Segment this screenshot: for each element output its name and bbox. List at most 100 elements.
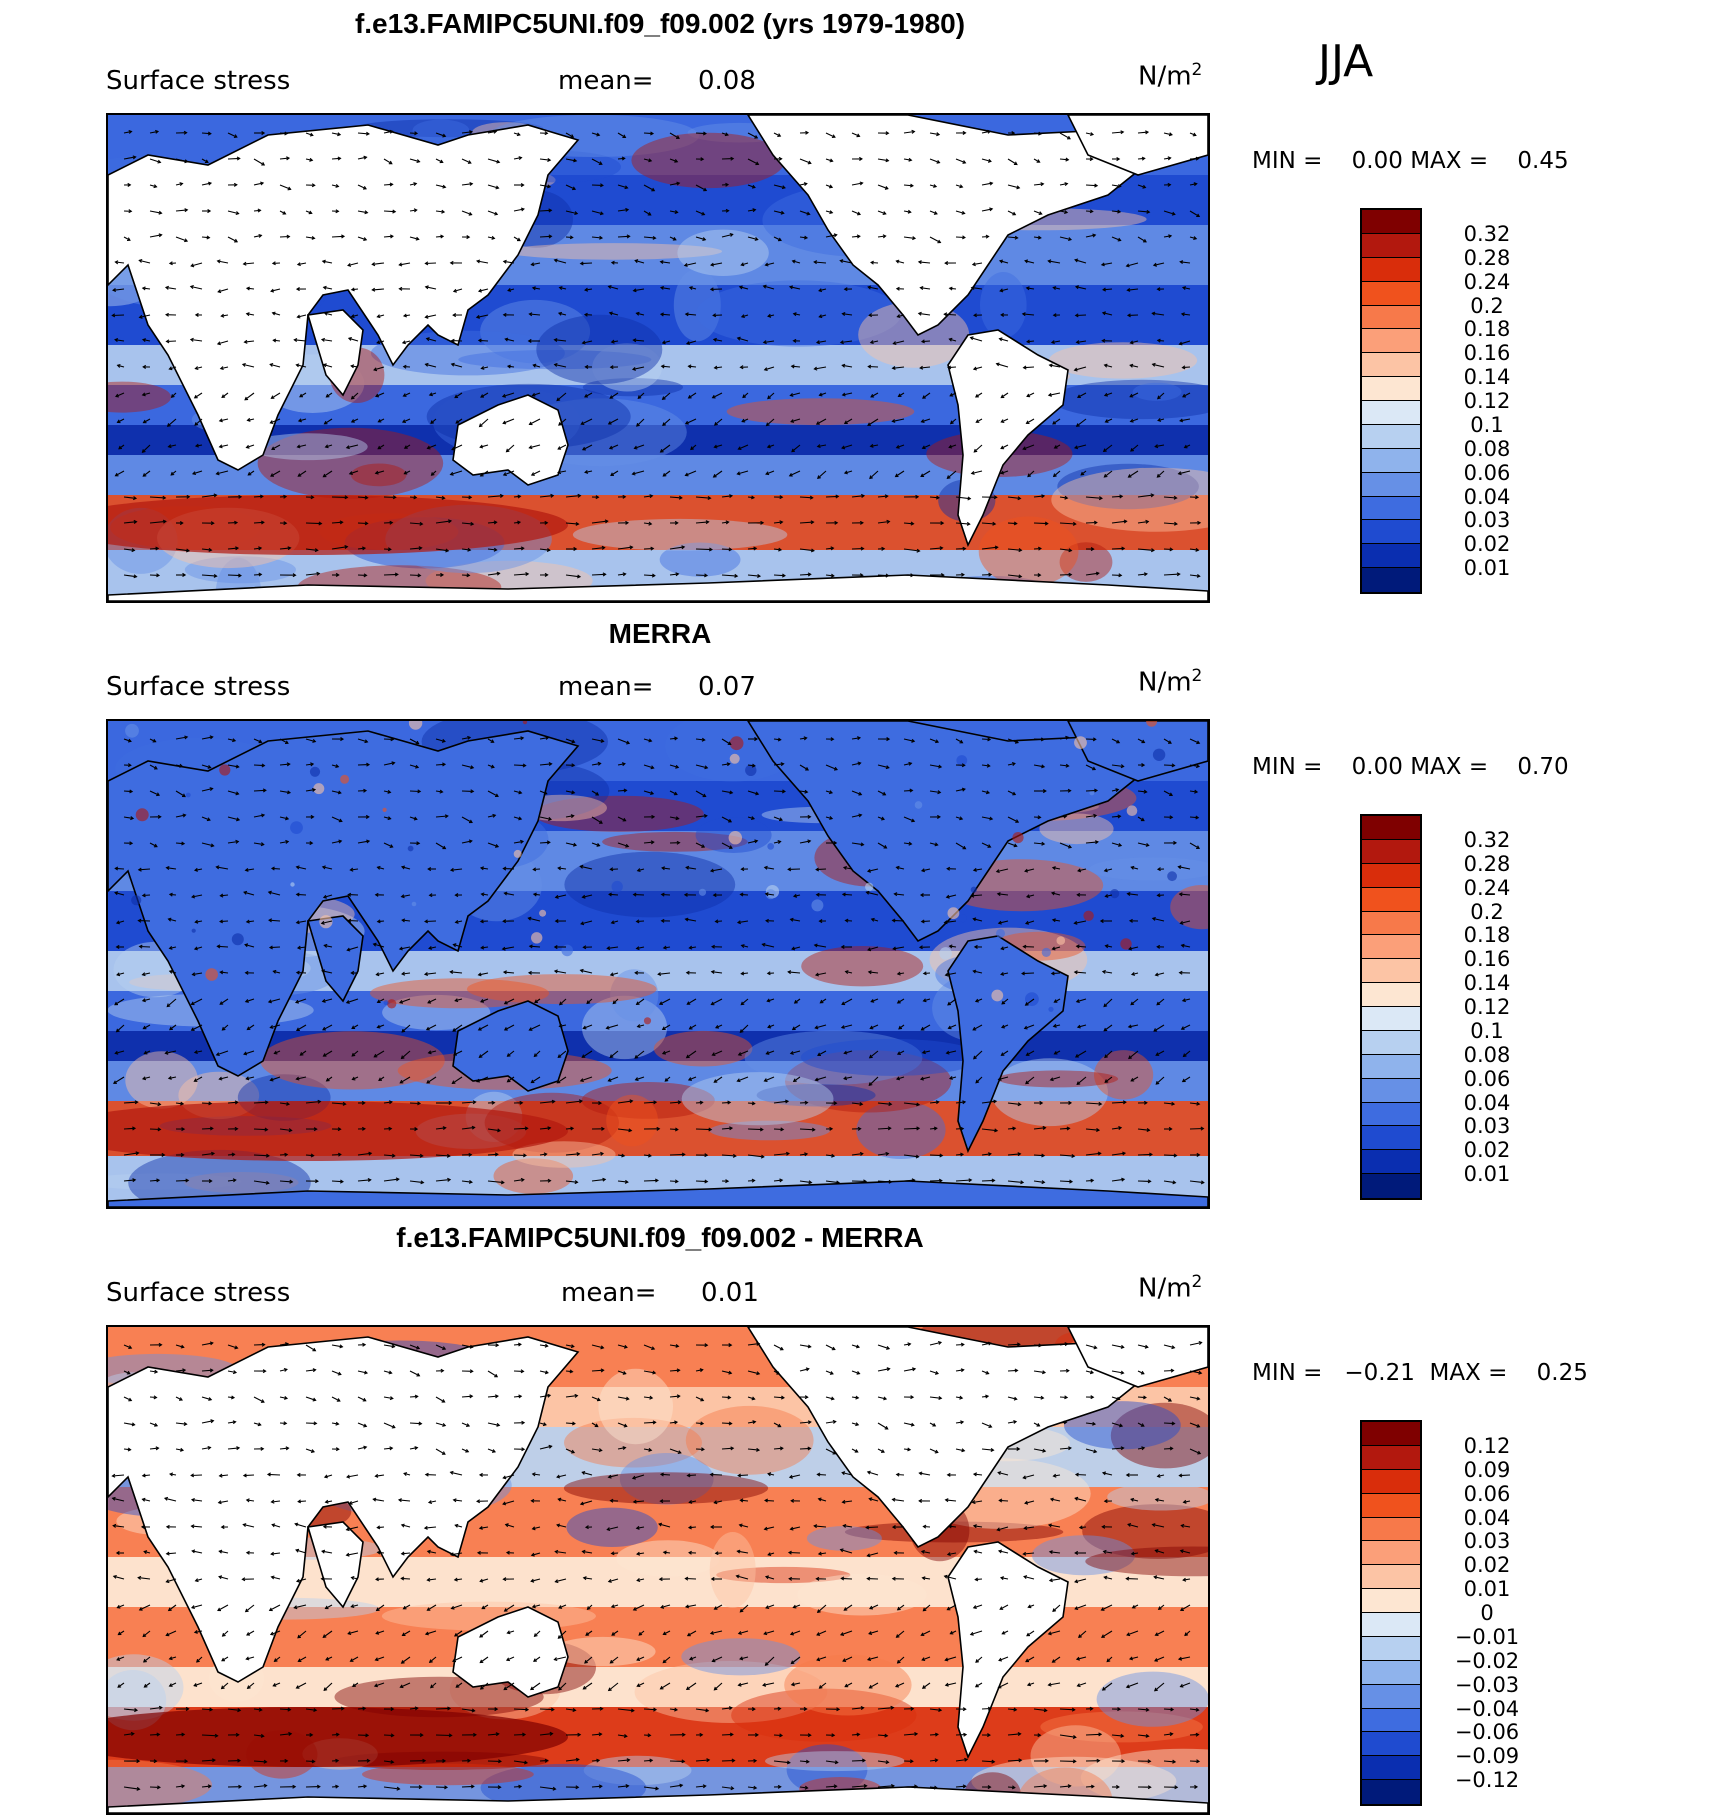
colorbar-swatch <box>1362 1126 1420 1151</box>
min-max-readout: MIN = 0.00 MAX = 0.45 <box>1252 148 1569 174</box>
colorbar-tick-label: −0.02 <box>1454 1648 1520 1673</box>
colorbar-tick-label: 0.28 <box>1463 245 1511 270</box>
colorbar-tick-label: 0.16 <box>1463 341 1511 366</box>
variable-label: Surface stress <box>106 66 291 96</box>
colorbar-tick-label: 0.12 <box>1463 995 1511 1019</box>
colorbar-swatch <box>1362 1030 1420 1055</box>
colorbar-swatch <box>1362 1469 1420 1494</box>
units-label: N/m2 <box>1138 60 1203 92</box>
colorbar-tick-label: 0.32 <box>1463 221 1511 246</box>
colorbar-swatch <box>1362 1541 1420 1566</box>
colorbar-tick-label: 0.03 <box>1463 508 1511 533</box>
mean-label: mean= <box>558 66 654 96</box>
mean-label: mean= <box>558 672 654 702</box>
panel-title: f.e13.FAMIPC5UNI.f09_f09.002 (yrs 1979-1… <box>354 8 966 39</box>
colorbar-tick-label: 0.14 <box>1463 971 1511 996</box>
colorbar-swatch <box>1362 1078 1420 1103</box>
colorbar-swatch <box>1362 1174 1420 1198</box>
colorbar-swatch <box>1362 210 1420 234</box>
variable-label: Surface stress <box>106 672 291 702</box>
colorbar-tick-label: 0.24 <box>1463 269 1511 294</box>
colorbar-swatch <box>1362 863 1420 888</box>
colorbar-swatch <box>1362 568 1420 592</box>
colorbar-tick-label: −0.04 <box>1454 1696 1520 1721</box>
colorbar-swatch <box>1362 816 1420 840</box>
colorbar-tick-label: 0.01 <box>1463 1577 1511 1602</box>
colorbar-tick-label: 0.12 <box>1463 389 1511 413</box>
colorbar-tick-label: 0.02 <box>1463 532 1511 557</box>
colorbar-labels: 0.32 0.28 0.24 0.2 0.18 0.16 0.14 0.12 0.1 0.08 0.… <box>1432 208 1542 594</box>
colorbar-tick-label: 0.2 <box>1470 899 1504 924</box>
colorbar-swatch <box>1362 983 1420 1007</box>
colorbar-tick-label: 0.04 <box>1463 1090 1511 1115</box>
colorbar-swatch <box>1362 233 1420 258</box>
colorbar-tick-label: 0.18 <box>1463 317 1511 342</box>
colorbar-swatch <box>1362 1150 1420 1175</box>
map-model <box>106 113 1210 603</box>
mean-value: 0.07 <box>698 672 756 702</box>
colorbar-swatch <box>1362 839 1420 864</box>
colorbar-tick-label: 0.1 <box>1470 1018 1504 1043</box>
colorbar-tick-label: 0.2 <box>1470 293 1504 318</box>
variable-label: Surface stress <box>106 1278 291 1308</box>
colorbar-tick-label: 0 <box>1480 1601 1494 1625</box>
colorbar-swatch <box>1362 520 1420 545</box>
season-label: JJA <box>1318 36 1374 87</box>
colorbar-swatch <box>1362 1589 1420 1613</box>
colorbar-swatch <box>1362 887 1420 912</box>
colorbar-labels: 0.12 0.09 0.06 0.04 0.03 0.02 0.01 0 −0.01 −0.02−… <box>1432 1420 1542 1806</box>
mean-value: 0.01 <box>701 1278 759 1308</box>
colorbar-tick-label: 0.08 <box>1463 436 1511 461</box>
colorbar-swatch <box>1362 353 1420 378</box>
colorbar-tick-label: 0.32 <box>1463 827 1511 852</box>
min-max-readout: MIN = 0.00 MAX = 0.70 <box>1252 754 1569 780</box>
colorbar-tick-label: 0.12 <box>1463 1433 1511 1458</box>
colorbar-tick-label: 0.06 <box>1463 1066 1511 1091</box>
colorbar-tick-label: 0.18 <box>1463 923 1511 948</box>
colorbar-tick-label: 0.08 <box>1463 1042 1511 1067</box>
mean-label: mean= <box>561 1278 657 1308</box>
colorbar-tick-label: 0.16 <box>1463 947 1511 972</box>
colorbar-tick-label: −0.01 <box>1454 1624 1520 1649</box>
colorbar-swatch <box>1362 1732 1420 1757</box>
colorbar-swatch <box>1362 1708 1420 1733</box>
colorbar-tick-label: −0.06 <box>1454 1720 1520 1745</box>
colorbar-labels: 0.32 0.28 0.24 0.2 0.18 0.16 0.14 0.12 0.1 0.08 0.… <box>1432 814 1542 1200</box>
colorbar-tick-label: 0.1 <box>1470 412 1504 437</box>
colorbar-tick-label: −0.09 <box>1454 1744 1520 1769</box>
colorbar-tick-label: 0.02 <box>1463 1138 1511 1163</box>
colorbar-swatch <box>1362 1422 1420 1446</box>
colorbar-tick-label: 0.03 <box>1463 1529 1511 1554</box>
colorbar-swatch <box>1362 1780 1420 1804</box>
colorbar-tick-label: 0.24 <box>1463 875 1511 900</box>
colorbar-swatch <box>1362 377 1420 401</box>
colorbar <box>1360 814 1422 1200</box>
colorbar-tick-label: 0.06 <box>1463 460 1511 485</box>
colorbar-swatch <box>1362 496 1420 521</box>
colorbar-swatch <box>1362 472 1420 497</box>
colorbar-tick-label: 0.01 <box>1463 1162 1511 1187</box>
colorbar-swatch <box>1362 1445 1420 1470</box>
min-max-readout: MIN = −0.21 MAX = 0.25 <box>1252 1360 1588 1386</box>
colorbar-swatch <box>1362 329 1420 354</box>
colorbar-swatch <box>1362 1493 1420 1518</box>
colorbar-swatch <box>1362 1517 1420 1542</box>
colorbar-swatch <box>1362 448 1420 473</box>
colorbar-swatch <box>1362 257 1420 282</box>
colorbar-swatch <box>1362 1613 1420 1637</box>
colorbar-swatch <box>1362 1636 1420 1661</box>
colorbar <box>1360 208 1422 594</box>
colorbar-swatch <box>1362 911 1420 936</box>
colorbar-swatch <box>1362 1565 1420 1590</box>
colorbar-tick-label: 0.04 <box>1463 1505 1511 1530</box>
colorbar-tick-label: 0.09 <box>1463 1457 1511 1482</box>
colorbar-tick-label: 0.04 <box>1463 484 1511 509</box>
map-merra <box>106 719 1210 1209</box>
colorbar-swatch <box>1362 1756 1420 1781</box>
colorbar-swatch <box>1362 305 1420 330</box>
panel-title: MERRA <box>608 618 712 649</box>
colorbar-swatch <box>1362 1660 1420 1685</box>
colorbar-tick-label: −0.12 <box>1454 1768 1520 1793</box>
colorbar-tick-label: 0.03 <box>1463 1114 1511 1139</box>
units-label: N/m2 <box>1138 1272 1203 1304</box>
